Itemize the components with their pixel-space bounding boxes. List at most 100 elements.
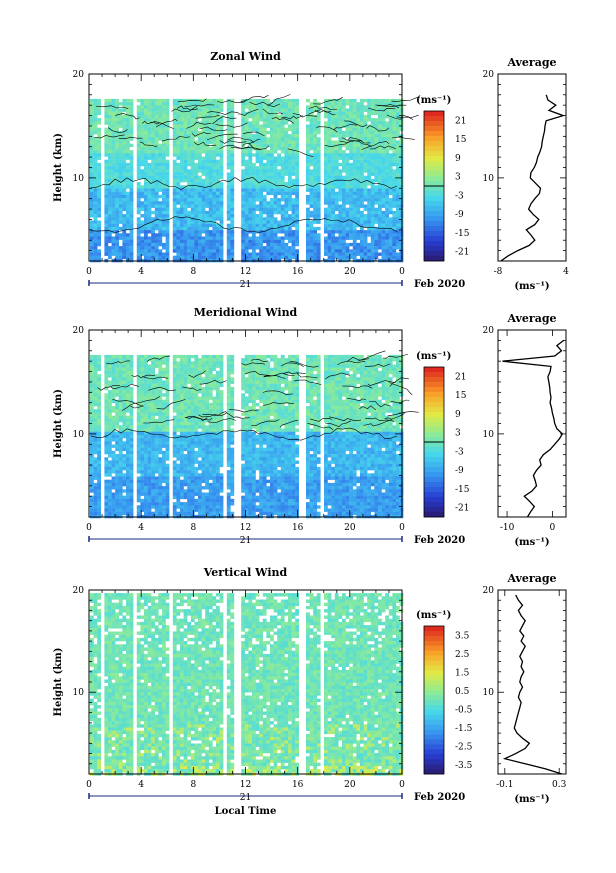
y-axis-label: Height (km) xyxy=(53,133,64,202)
x-tick-label: 16 xyxy=(292,523,304,533)
panel-vertical-wind: Vertical Wind Height (km) 10 20 0 4 8 12 16 20 0 21… xyxy=(53,566,567,817)
contour-lines xyxy=(90,94,421,233)
x-tick-label: 4 xyxy=(138,267,144,277)
x-tick-label: 20 xyxy=(344,780,356,790)
colorbar-unit: (ms⁻¹) xyxy=(416,351,451,362)
date-label: Feb 2020 xyxy=(414,792,465,803)
colorbar-tick-label: -3 xyxy=(455,447,464,457)
average-title: Average xyxy=(506,572,556,585)
colorbar-tick-label: 3 xyxy=(455,173,461,183)
average-y-tick-label: 20 xyxy=(483,70,495,80)
date-label: Feb 2020 xyxy=(414,535,465,546)
x-tick-label: 8 xyxy=(190,523,196,533)
x-tick-label: 4 xyxy=(138,780,144,790)
date-label: Feb 2020 xyxy=(414,279,465,290)
x-tick-label: 4 xyxy=(138,523,144,533)
x-tick-label: 16 xyxy=(292,780,304,790)
colorbar-tick-label: -3.5 xyxy=(455,761,473,771)
y-tick-label: 20 xyxy=(73,326,85,336)
x-tick-label: 8 xyxy=(190,780,196,790)
y-tick-label: 10 xyxy=(73,174,85,184)
average-profile-line xyxy=(500,94,566,262)
x-tick-label: 20 xyxy=(344,267,356,277)
y-tick-label: 20 xyxy=(73,70,85,80)
colorbar-tick-label: 15 xyxy=(455,391,467,401)
colorbar-tick-label: -9 xyxy=(455,466,464,476)
colorbar-tick-label: 15 xyxy=(455,135,467,145)
x-tick-label: 0 xyxy=(86,523,92,533)
x-tick-label: 20 xyxy=(344,523,356,533)
x-tick-label: 0 xyxy=(399,523,405,533)
average-x-tick-label: -10 xyxy=(500,523,515,533)
day-label: 21 xyxy=(240,280,251,290)
average-frame xyxy=(497,589,567,775)
colorbar: 3.5 2.5 1.5 0.5 -0.5 -1.5 -2.5 -3.5 (ms⁻¹) xyxy=(416,610,473,775)
colorbar-tick-label: 21 xyxy=(455,116,466,126)
average-x-tick-label: 0 xyxy=(550,523,556,533)
colorbar-tick-label: 2.5 xyxy=(455,650,470,660)
colorbar-tick-label: -2.5 xyxy=(455,742,473,752)
x-tick-label: 12 xyxy=(240,523,251,533)
average-title: Average xyxy=(506,312,556,325)
average-x-label: (ms⁻¹) xyxy=(514,794,549,805)
chart-title: Vertical Wind xyxy=(203,566,288,579)
colorbar-tick-label: -21 xyxy=(455,504,470,514)
colorbar-tick-label: -21 xyxy=(455,248,470,258)
average-profile: Average 10 20 -10 0(ms⁻¹) xyxy=(483,312,567,548)
average-x-tick-label: 4 xyxy=(563,267,569,277)
colorbar-tick-label: -9 xyxy=(455,210,464,220)
average-title: Average xyxy=(506,56,556,69)
chart-title: Zonal Wind xyxy=(210,50,281,63)
average-frame xyxy=(497,73,567,262)
average-x-tick-label: -0.1 xyxy=(496,780,513,790)
heatmap-cells xyxy=(90,98,404,263)
colorbar-tick-label: 3.5 xyxy=(455,631,470,641)
x-tick-label: 0 xyxy=(86,780,92,790)
colorbar: 21 15 9 3 -3 -9 -15 -21 (ms⁻¹) xyxy=(416,351,470,518)
average-y-tick-label: 10 xyxy=(483,174,495,184)
average-y-tick-label: 10 xyxy=(483,430,495,440)
panel-meridional-wind: Meridional Wind Height (km) 10 20 0 4 8 12 16 20 0… xyxy=(53,306,567,548)
colorbar-tick-label: 9 xyxy=(455,154,461,164)
average-profile-line xyxy=(502,594,563,775)
x-tick-label: 12 xyxy=(240,780,251,790)
heatmap-cells xyxy=(90,354,404,519)
colorbar-tick-label: 1.5 xyxy=(455,668,470,678)
average-x-label: (ms⁻¹) xyxy=(514,537,549,548)
colorbar-tick-label: 3 xyxy=(455,429,461,439)
x-tick-label: 12 xyxy=(240,267,251,277)
colorbar-unit: (ms⁻¹) xyxy=(416,610,451,621)
average-profile-line xyxy=(502,339,565,518)
average-x-tick-label: 0.3 xyxy=(552,780,567,790)
average-y-tick-label: 10 xyxy=(483,688,495,698)
colorbar-tick-label: 9 xyxy=(455,410,461,420)
y-tick-label: 20 xyxy=(73,586,85,596)
y-axis-label: Height (km) xyxy=(53,648,64,717)
colorbar: 21 15 9 3 -3 -9 -15 -21 (ms⁻¹) xyxy=(416,95,470,262)
contour-lines xyxy=(90,350,419,441)
colorbar-tick-label: -15 xyxy=(455,485,470,495)
chart-title: Meridional Wind xyxy=(194,306,298,319)
x-tick-label: 8 xyxy=(190,267,196,277)
average-x-tick-label: -8 xyxy=(494,267,503,277)
average-y-tick-label: 20 xyxy=(483,326,495,336)
colorbar-unit: (ms⁻¹) xyxy=(416,95,451,106)
average-y-tick-label: 20 xyxy=(483,586,495,596)
colorbar-tick-label: 21 xyxy=(455,372,466,382)
average-profile: Average 10 20 -0.1 0.3(ms⁻¹) xyxy=(483,572,567,805)
x-tick-label: 0 xyxy=(399,267,405,277)
colorbar-tick-label: -0.5 xyxy=(455,705,473,715)
x-tick-label: 0 xyxy=(399,780,405,790)
x-tick-label: 16 xyxy=(292,267,304,277)
x-tick-label: 0 xyxy=(86,267,92,277)
average-x-label: (ms⁻¹) xyxy=(514,281,549,292)
colorbar-tick-label: 0.5 xyxy=(455,687,470,697)
day-label: 21 xyxy=(240,793,251,803)
x-axis-label: Local Time xyxy=(215,806,277,817)
panel-zonal-wind: Zonal Wind Height (km) 10 20 0 4 8 12 16 20 0 21 Feb… xyxy=(53,50,569,292)
day-label: 21 xyxy=(240,536,251,546)
y-axis-label: Height (km) xyxy=(53,389,64,458)
y-tick-label: 10 xyxy=(73,430,85,440)
heatmap-cells xyxy=(90,593,404,776)
